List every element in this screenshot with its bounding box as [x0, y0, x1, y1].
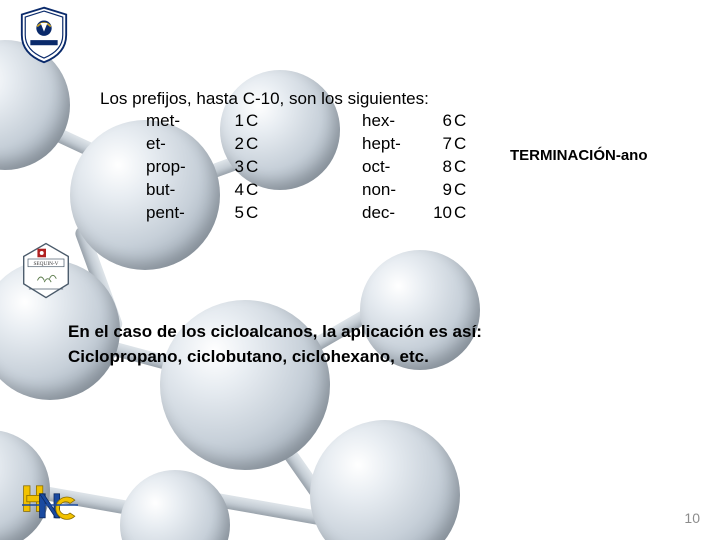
prefix-unit: C [244, 110, 272, 133]
prefix-name: met- [146, 110, 208, 133]
slide-content: SEQUIN-V [0, 0, 720, 540]
hnc-logo [22, 484, 78, 526]
prefix-row: prop-3Coct-8C [146, 156, 480, 179]
prefix-count: 7 [422, 133, 452, 156]
prefix-name: et- [146, 133, 208, 156]
page-number: 10 [684, 510, 700, 526]
cyclo-line-2: Ciclopropano, ciclobutano, ciclohexano, … [68, 347, 429, 366]
prefix-unit: C [452, 202, 480, 225]
prefix-list: met-1Chex-6Cet-2Chept-7Cprop-3Coct-8Cbut… [146, 110, 480, 225]
prefix-row: met-1Chex-6C [146, 110, 480, 133]
prefix-count: 6 [422, 110, 452, 133]
prefix-unit: C [244, 156, 272, 179]
prefix-count: 2 [208, 133, 244, 156]
termination-label: TERMINACIÓN-ano [510, 147, 648, 164]
prefix-row: et-2Chept-7C [146, 133, 480, 156]
prefix-count: 1 [208, 110, 244, 133]
prefix-unit: C [452, 156, 480, 179]
prefix-name: but- [146, 179, 208, 202]
prefix-count: 3 [208, 156, 244, 179]
prefix-name: non- [362, 179, 422, 202]
prefix-count: 10 [422, 202, 452, 225]
prefix-name: dec- [362, 202, 422, 225]
prefix-unit: C [244, 202, 272, 225]
prefix-unit: C [452, 133, 480, 156]
prefix-name: hept- [362, 133, 422, 156]
prefix-count: 8 [422, 156, 452, 179]
cyclo-line-1: En el caso de los cicloalcanos, la aplic… [68, 322, 482, 341]
prefix-row: but-4Cnon-9C [146, 179, 480, 202]
prefix-name: hex- [362, 110, 422, 133]
cycloalkane-note: En el caso de los cicloalcanos, la aplic… [68, 320, 688, 369]
intro-text: Los prefijos, hasta C-10, son los siguie… [100, 88, 700, 111]
university-shield-logo [18, 6, 70, 64]
prefix-name: prop- [146, 156, 208, 179]
prefix-unit: C [452, 110, 480, 133]
prefix-count: 4 [208, 179, 244, 202]
svg-text:SEQUIN-V: SEQUIN-V [33, 261, 58, 267]
hexagon-badge: SEQUIN-V [20, 241, 72, 301]
prefix-name: oct- [362, 156, 422, 179]
prefix-unit: C [244, 179, 272, 202]
prefix-unit: C [452, 179, 480, 202]
prefix-name: pent- [146, 202, 208, 225]
prefix-count: 5 [208, 202, 244, 225]
prefix-row: pent-5Cdec-10C [146, 202, 480, 225]
prefix-count: 9 [422, 179, 452, 202]
prefix-unit: C [244, 133, 272, 156]
